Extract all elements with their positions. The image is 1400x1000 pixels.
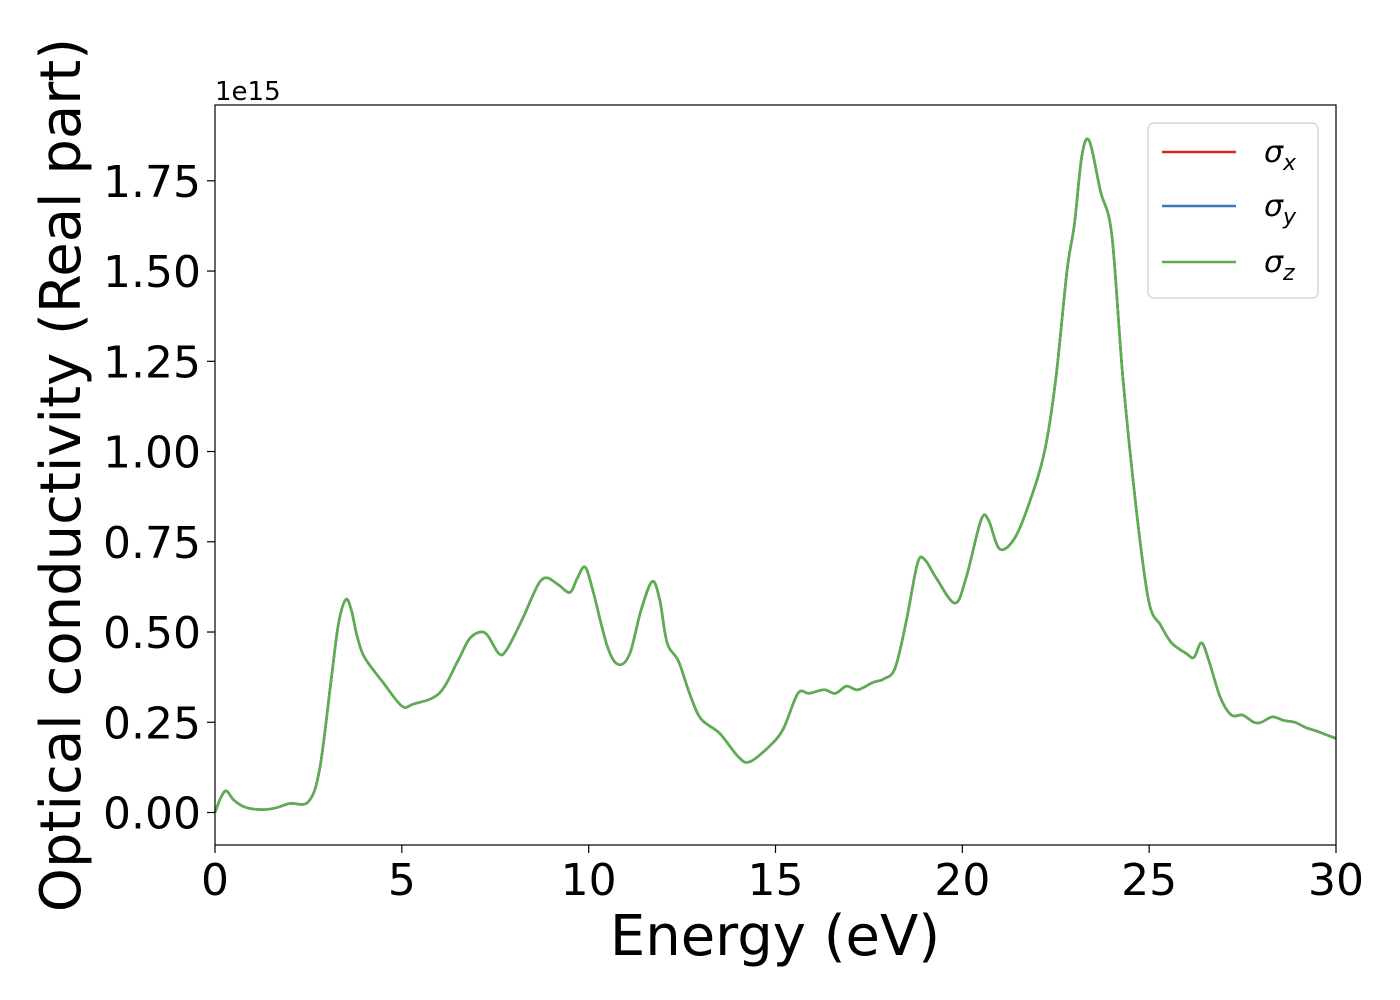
series-line-2: [213, 137, 1337, 813]
series-layer: [213, 137, 1337, 813]
x-tick-label: 15: [748, 855, 804, 906]
x-tick-label: 20: [934, 855, 990, 906]
x-tick-label: 25: [1121, 855, 1177, 906]
y-tick-label: 0.25: [103, 698, 201, 749]
y-tick-label: 1.75: [103, 157, 201, 208]
x-tick-label: 5: [388, 855, 416, 906]
y-axis-ticks: 0.00 0.25 0.50 0.75 1.00 1.25 1.50 1.75: [103, 157, 215, 840]
y-tick-label: 0.00: [103, 789, 201, 840]
y-tick-label: 1.00: [103, 428, 201, 479]
y-tick-label: 0.50: [103, 608, 201, 659]
x-tick-label: 10: [561, 855, 617, 906]
y-tick-label: 1.50: [103, 247, 201, 298]
x-tick-label: 30: [1308, 855, 1364, 906]
y-tick-label: 1.25: [103, 337, 201, 388]
legend-box: [1147, 122, 1319, 299]
y-tick-label: 0.75: [103, 518, 201, 569]
x-axis-ticks: 0 5 10 15 20 25 30: [201, 845, 1364, 906]
x-axis-label: Energy (eV): [610, 904, 940, 969]
x-tick-label: 0: [201, 855, 229, 906]
y-offset-label: 1e15: [215, 77, 281, 107]
y-axis-label: Optical conductivity (Real part): [29, 38, 94, 912]
